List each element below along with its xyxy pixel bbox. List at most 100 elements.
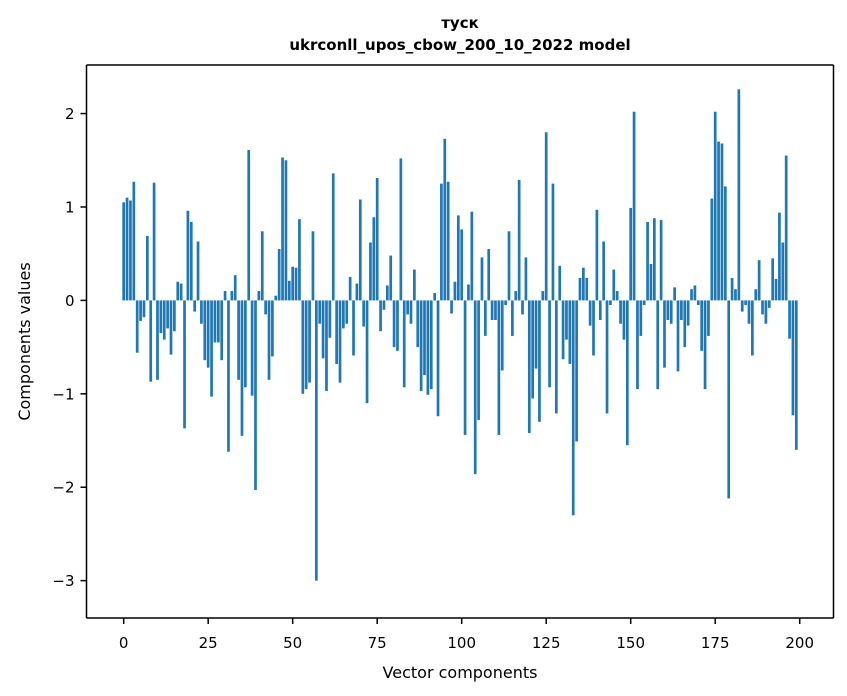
bar — [534, 300, 538, 369]
bar — [247, 150, 251, 301]
bar — [213, 300, 217, 343]
bar — [598, 300, 602, 321]
bar — [379, 300, 382, 332]
y-tick-label: 2 — [65, 105, 75, 123]
bar — [517, 179, 521, 301]
bar — [460, 229, 464, 301]
bar — [355, 283, 359, 301]
bar — [477, 300, 480, 420]
bar — [314, 300, 318, 581]
bar — [196, 241, 200, 301]
bar — [392, 300, 396, 348]
bar — [551, 183, 555, 301]
bar — [409, 300, 413, 324]
bar — [267, 300, 271, 380]
axes-ticks: 0 25 50 75 100 125 150 175 200 2 1 0 −1 −2 −3 — [52, 105, 814, 652]
bar — [571, 300, 575, 516]
bar — [440, 183, 443, 301]
bar — [788, 300, 791, 339]
bar — [382, 300, 386, 310]
bar — [737, 89, 741, 301]
bar — [511, 300, 514, 336]
bar — [632, 111, 636, 301]
bar — [220, 300, 224, 361]
bar — [605, 300, 609, 414]
bar — [338, 300, 342, 383]
bar — [615, 291, 619, 301]
bar — [443, 138, 447, 301]
bar — [413, 269, 416, 301]
bar — [122, 202, 126, 301]
chart-title: туск — [441, 14, 479, 32]
bar — [791, 300, 795, 416]
bar — [301, 300, 305, 394]
bar — [707, 300, 710, 336]
bar — [629, 207, 633, 301]
bar — [470, 211, 474, 301]
bar — [585, 277, 589, 301]
y-tick-label: −2 — [52, 479, 74, 497]
bar — [703, 300, 707, 390]
bar — [166, 300, 169, 329]
bar — [271, 300, 274, 357]
bar — [331, 173, 335, 301]
x-tick-label: 200 — [785, 634, 814, 652]
bar — [396, 300, 399, 351]
bar — [257, 291, 261, 301]
bar — [690, 289, 693, 301]
bar — [754, 289, 758, 301]
bar — [663, 300, 666, 368]
bar — [524, 257, 528, 301]
bar — [757, 260, 761, 301]
bar — [727, 300, 731, 499]
x-tick-label: 175 — [701, 634, 730, 652]
bar — [436, 300, 440, 417]
bar — [619, 300, 622, 324]
bar — [653, 218, 656, 301]
bar — [558, 265, 562, 301]
bar — [683, 300, 687, 348]
bar — [666, 300, 670, 321]
bar — [281, 157, 284, 301]
bar — [321, 300, 325, 359]
bar — [210, 300, 213, 397]
bar — [544, 132, 548, 301]
bar — [622, 300, 626, 340]
bar — [203, 300, 207, 361]
bar — [575, 300, 578, 442]
x-tick-label: 125 — [532, 634, 561, 652]
bar — [612, 269, 616, 301]
bar — [135, 300, 139, 353]
bar — [362, 300, 366, 327]
bar — [538, 300, 541, 422]
bar — [531, 300, 535, 399]
bar — [358, 199, 362, 301]
bar — [646, 221, 649, 301]
bar — [784, 155, 788, 301]
bar — [656, 300, 660, 390]
bar — [244, 300, 247, 388]
bar — [720, 143, 724, 301]
bar — [240, 300, 244, 436]
bar — [142, 300, 146, 318]
bar — [325, 300, 328, 392]
bar — [308, 300, 311, 383]
bar — [625, 300, 629, 446]
bar — [764, 300, 768, 324]
bar — [399, 158, 403, 301]
bar — [298, 219, 301, 301]
bar — [734, 289, 737, 301]
x-tick-label: 100 — [447, 634, 476, 652]
bar — [365, 300, 369, 404]
bar — [696, 300, 700, 306]
bar — [230, 291, 234, 301]
bar — [375, 178, 379, 301]
bar — [162, 300, 166, 340]
bar — [456, 215, 460, 301]
bar — [680, 300, 683, 321]
bar — [774, 278, 778, 301]
bar — [761, 300, 764, 315]
bar — [673, 287, 676, 301]
y-tick-label: −1 — [52, 385, 74, 403]
bar — [592, 300, 595, 356]
